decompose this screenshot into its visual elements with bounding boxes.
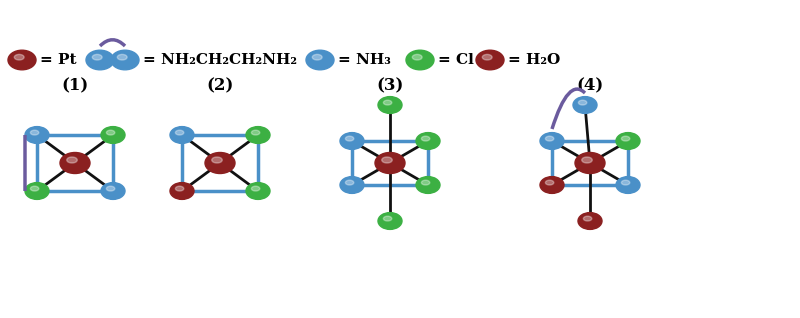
Ellipse shape bbox=[416, 176, 440, 193]
Text: = H₂O: = H₂O bbox=[508, 53, 560, 67]
Ellipse shape bbox=[205, 153, 235, 174]
Ellipse shape bbox=[622, 180, 630, 185]
Text: (4): (4) bbox=[576, 78, 604, 94]
Text: (3): (3) bbox=[376, 78, 404, 94]
Ellipse shape bbox=[406, 50, 434, 70]
Text: = NH₃: = NH₃ bbox=[338, 53, 391, 67]
Ellipse shape bbox=[312, 54, 322, 60]
Ellipse shape bbox=[306, 50, 334, 70]
Ellipse shape bbox=[422, 136, 430, 141]
Ellipse shape bbox=[383, 100, 392, 105]
Ellipse shape bbox=[101, 183, 125, 199]
Ellipse shape bbox=[422, 180, 430, 185]
Ellipse shape bbox=[476, 50, 504, 70]
Ellipse shape bbox=[25, 183, 49, 199]
Ellipse shape bbox=[106, 130, 115, 135]
Ellipse shape bbox=[582, 157, 592, 163]
Ellipse shape bbox=[383, 216, 392, 221]
Ellipse shape bbox=[30, 186, 38, 191]
Ellipse shape bbox=[246, 183, 270, 199]
Ellipse shape bbox=[416, 133, 440, 149]
Text: = Cl: = Cl bbox=[438, 53, 474, 67]
Text: = NH₂CH₂CH₂NH₂: = NH₂CH₂CH₂NH₂ bbox=[143, 53, 297, 67]
Ellipse shape bbox=[382, 157, 392, 163]
Ellipse shape bbox=[66, 157, 78, 163]
Text: (2): (2) bbox=[206, 78, 234, 94]
Ellipse shape bbox=[583, 216, 592, 221]
Ellipse shape bbox=[106, 186, 115, 191]
Ellipse shape bbox=[346, 180, 354, 185]
Ellipse shape bbox=[118, 54, 127, 60]
Ellipse shape bbox=[251, 130, 260, 135]
Ellipse shape bbox=[170, 183, 194, 199]
Ellipse shape bbox=[622, 136, 630, 141]
Ellipse shape bbox=[346, 136, 354, 141]
Text: (1): (1) bbox=[62, 78, 89, 94]
Ellipse shape bbox=[575, 153, 605, 174]
Ellipse shape bbox=[578, 213, 602, 229]
Ellipse shape bbox=[340, 133, 364, 149]
Ellipse shape bbox=[616, 176, 640, 193]
Ellipse shape bbox=[170, 127, 194, 143]
Ellipse shape bbox=[212, 157, 222, 163]
Ellipse shape bbox=[546, 136, 554, 141]
Ellipse shape bbox=[175, 130, 184, 135]
Ellipse shape bbox=[375, 153, 405, 174]
Ellipse shape bbox=[378, 213, 402, 229]
Ellipse shape bbox=[25, 127, 49, 143]
Ellipse shape bbox=[546, 180, 554, 185]
Ellipse shape bbox=[14, 54, 24, 60]
Ellipse shape bbox=[540, 176, 564, 193]
Ellipse shape bbox=[246, 127, 270, 143]
Text: = Pt: = Pt bbox=[40, 53, 77, 67]
Ellipse shape bbox=[30, 130, 38, 135]
Ellipse shape bbox=[378, 97, 402, 114]
Ellipse shape bbox=[86, 50, 114, 70]
Ellipse shape bbox=[60, 153, 90, 174]
Ellipse shape bbox=[616, 133, 640, 149]
Ellipse shape bbox=[101, 127, 125, 143]
Ellipse shape bbox=[340, 176, 364, 193]
Ellipse shape bbox=[412, 54, 422, 60]
Ellipse shape bbox=[111, 50, 139, 70]
Ellipse shape bbox=[573, 97, 597, 114]
Ellipse shape bbox=[175, 186, 184, 191]
Ellipse shape bbox=[92, 54, 102, 60]
Ellipse shape bbox=[578, 100, 587, 105]
Ellipse shape bbox=[8, 50, 36, 70]
Ellipse shape bbox=[251, 186, 260, 191]
Ellipse shape bbox=[482, 54, 492, 60]
Ellipse shape bbox=[540, 133, 564, 149]
